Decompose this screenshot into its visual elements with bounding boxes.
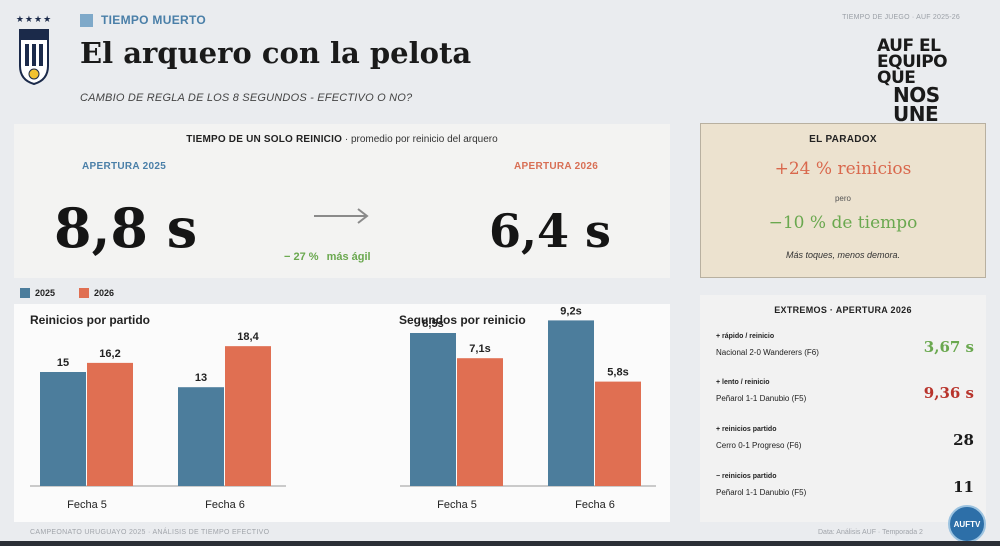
value-a: 8,8 s (54, 196, 198, 260)
bar-charts-svg: Reinicios por partido 15 16,2 Fecha 5 13 18,4… (30, 305, 656, 511)
page-title: El arquero con la pelota (80, 36, 472, 70)
hero-heading-rest: · promedio por reinicio del arquero (342, 134, 498, 145)
extremo-value: 28 (953, 431, 974, 449)
extremo-label: + reinicios partido (716, 426, 777, 433)
bar (457, 358, 503, 486)
extremos-title: EXTREMOS · APERTURA 2026 (774, 305, 912, 315)
bar (87, 362, 133, 486)
extremo-item: − reinicios partido Peñarol 1-1 Danubio … (716, 473, 974, 513)
delta-value: − 27 % (284, 251, 319, 263)
bar (40, 372, 86, 486)
delta: − 27 % más ágil (284, 251, 371, 263)
legend-label-2026: 2026 (94, 288, 115, 298)
delta-label: más ágil (326, 251, 371, 263)
extremo-item: + reinicios partido Cerro 0-1 Progreso (… (716, 426, 974, 466)
extremo-match: Peñarol 1-1 Danubio (F5) (716, 394, 807, 403)
extremo-value: 11 (953, 478, 974, 496)
hero-heading: TIEMPO DE UN SOLO REINICIO · promedio po… (14, 134, 670, 145)
bar (595, 381, 641, 486)
legend-swatch-2026 (79, 288, 90, 298)
charts-panel: Reinicios por partido 15 16,2 Fecha 5 13 18,4… (14, 304, 670, 522)
category-label: Fecha 5 (437, 499, 477, 511)
bottom-bar (0, 541, 1000, 546)
paradox-title: EL PARADOX (809, 134, 877, 145)
crest-stars: ★★★★ (15, 14, 53, 24)
data-label: 18,4 (237, 331, 259, 343)
value-b: 6,4 s (489, 204, 611, 258)
slogan-line1: AUF EL EQUIPO QUE (877, 36, 948, 89)
extremo-label: + rápido / reinicio (716, 333, 775, 340)
paradox-up: +24 % reinicios (774, 159, 912, 179)
auftv-badge[interactable]: AUFTV (948, 505, 986, 543)
chart-title: Segundos por reinicio (399, 313, 526, 327)
category-label: Fecha 6 (205, 499, 245, 511)
shield-icon (19, 29, 49, 86)
chart-title: Reinicios por partido (30, 313, 150, 327)
slogan-line2: NOS UNE (893, 83, 940, 127)
bar (410, 333, 456, 486)
legend-item-2026: 2026 (79, 288, 114, 298)
extremo-label: − reinicios partido (716, 473, 777, 480)
arrow-right-icon (314, 208, 369, 224)
header-meta: TIEMPO DE JUEGO · AUF 2025-26 (842, 14, 960, 21)
legend-item-2025: 2025 (20, 288, 55, 298)
extremo-match: Cerro 0-1 Progreso (F6) (716, 441, 802, 450)
extremos-panel: EXTREMOS · APERTURA 2026 + rápido / rein… (700, 295, 986, 522)
paradox-panel: EL PARADOX +24 % reinicios pero −10 % de… (700, 123, 986, 278)
chart-legend: 2025 2026 (20, 288, 138, 298)
bar (225, 346, 271, 486)
page-subtitle: CAMBIO DE REGLA DE LOS 8 SEGUNDOS - EFEC… (80, 92, 413, 104)
extremo-label: + lento / reinicio (716, 379, 770, 386)
hero-heading-bold: TIEMPO DE UN SOLO REINICIO (186, 134, 343, 145)
legend-swatch-2025 (20, 288, 30, 298)
category-label: Fecha 6 (575, 499, 615, 511)
extremo-item: + lento / reinicio Peñarol 1-1 Danubio (… (716, 379, 974, 419)
paradox-pero: pero (834, 194, 851, 203)
bar (548, 320, 594, 486)
data-label: 15 (57, 357, 69, 369)
tag-square (80, 13, 93, 27)
hero-panel: TIEMPO DE UN SOLO REINICIO · promedio po… (14, 124, 670, 278)
data-label: 8,5s (422, 318, 443, 330)
section-tag: TIEMPO MUERTO (80, 13, 206, 27)
data-label: 5,8s (607, 367, 628, 379)
extremo-match: Peñarol 1-1 Danubio (F5) (716, 488, 807, 497)
paradox-note: Más toques, menos demora. (785, 250, 901, 260)
season-a-label: APERTURA 2025 (82, 161, 167, 172)
extremo-value: 3,67 s (923, 338, 974, 356)
season-b-label: APERTURA 2026 (514, 161, 599, 172)
bar (178, 387, 224, 486)
data-label: 9,2s (560, 305, 581, 317)
extremo-value: 9,36 s (923, 384, 974, 402)
slogan-logo: AUF EL EQUIPO QUE NOS UNE (877, 36, 987, 127)
category-label: Fecha 5 (67, 499, 107, 511)
paradox-down: −10 % de tiempo (768, 213, 918, 233)
extremo-item: + rápido / reinicio Nacional 2-0 Wandere… (716, 333, 974, 373)
auf-crest: ★★★★ (14, 14, 54, 98)
data-label: 13 (195, 372, 207, 384)
footer-left: CAMPEONATO URUGUAYO 2025 · ANÁLISIS DE T… (30, 529, 270, 536)
extremo-match: Nacional 2-0 Wanderers (F6) (716, 348, 819, 357)
data-label: 7,1s (469, 343, 490, 355)
section-tag-label: TIEMPO MUERTO (101, 13, 207, 27)
data-label: 16,2 (99, 348, 120, 360)
footer-right: Data: Análisis AUF · Temporada 2 (818, 529, 923, 536)
legend-label-2025: 2025 (35, 288, 56, 298)
